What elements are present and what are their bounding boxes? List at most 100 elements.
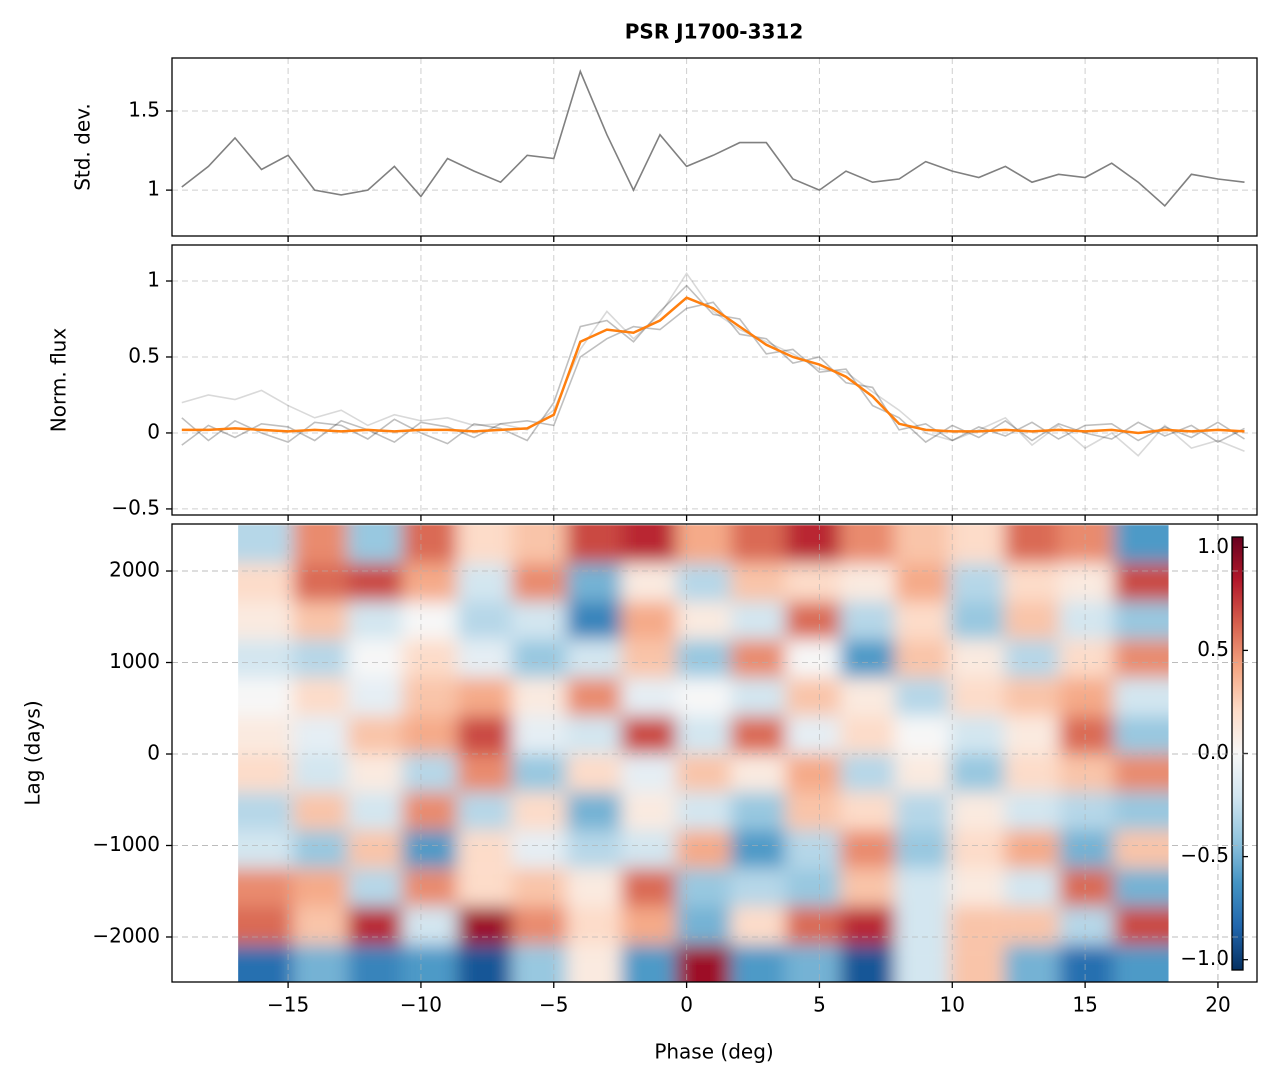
heatmap-cell	[621, 868, 676, 907]
heatmap-cell	[566, 601, 622, 640]
heatmap-cell	[949, 906, 1005, 945]
axes-frame	[171, 244, 1258, 516]
heatmap-cell	[1059, 830, 1114, 869]
heatmap-cell	[894, 601, 950, 640]
heatmap-cell	[238, 753, 293, 793]
heatmap-cell	[238, 639, 293, 678]
heatmap-cell	[730, 944, 786, 982]
heatmap-cell	[402, 525, 458, 564]
heatmap-cell	[566, 792, 622, 831]
heatmap-cell	[840, 525, 895, 564]
heatmap-cell	[675, 792, 731, 831]
heatmap-cell	[292, 715, 348, 755]
x-tick-label: 0	[680, 993, 693, 1017]
heatmap-cell	[675, 830, 731, 869]
heatmap-cell	[894, 525, 950, 564]
heatmap-cell	[566, 906, 622, 945]
heatmap-cell	[238, 677, 293, 716]
heatmap-cell	[1113, 563, 1169, 602]
heatmap-cell	[457, 677, 512, 716]
heatmap-cell	[238, 792, 293, 831]
heatmap-cell	[675, 601, 731, 640]
heatmap-cell	[347, 601, 403, 640]
heatmap-cell	[1059, 868, 1114, 907]
heatmap-cell	[785, 677, 841, 716]
heatmap-cell	[1113, 792, 1169, 831]
heatmap-cell	[785, 525, 841, 564]
heatmap-cell	[238, 601, 293, 640]
heatmap-cell	[785, 563, 841, 602]
heatmap-cell	[238, 868, 293, 907]
heatmap-cell	[785, 868, 841, 907]
heatmap-cell	[621, 715, 676, 755]
heatmap-cell	[347, 830, 403, 869]
heatmap-cell	[894, 830, 950, 869]
heatmap-cell	[949, 792, 1005, 831]
heatmap-cell	[402, 792, 458, 831]
heatmap-cell	[1004, 601, 1060, 640]
heatmap-cell	[785, 906, 841, 945]
heatmap-cell	[675, 525, 731, 564]
heatmap-cell	[402, 944, 458, 982]
heatmap-cell	[347, 715, 403, 755]
axes-frame	[171, 523, 1258, 983]
heatmap-cell	[1004, 830, 1060, 869]
heatmap-cell	[511, 563, 567, 602]
heatmap-cell	[511, 715, 567, 755]
colorbar-tick-label: 1.0	[1197, 534, 1229, 558]
heatmap-cell	[402, 906, 458, 945]
heatmap-cell	[730, 639, 786, 678]
heatmap-cell	[566, 525, 622, 564]
heatmap-cell	[730, 563, 786, 602]
series-line	[181, 69, 1245, 208]
heatmap-cell	[675, 639, 731, 678]
heatmap-cell	[511, 677, 567, 716]
heatmap-cell	[894, 944, 950, 982]
y-tick-label: −2000	[92, 923, 160, 947]
heatmap-cell	[785, 792, 841, 831]
heatmap-cell	[1113, 601, 1169, 640]
heatmap-cell	[402, 677, 458, 716]
heatmap-cell	[238, 830, 293, 869]
heatmap-cell	[292, 753, 348, 793]
y-tick-label: −0.5	[111, 495, 160, 519]
heatmap-cell	[785, 601, 841, 640]
heatmap-cell	[730, 792, 786, 831]
x-tick-label: 5	[813, 993, 826, 1017]
heatmap	[238, 525, 1169, 982]
heatmap-cell	[457, 563, 512, 602]
heatmap-cell	[730, 830, 786, 869]
heatmap-cell	[894, 868, 950, 907]
heatmap-cell	[840, 944, 895, 982]
y-tick-label: 1.5	[128, 98, 160, 122]
y-tick-label: 2000	[109, 558, 160, 582]
heatmap-cell	[1004, 868, 1060, 907]
heatmap-cell	[949, 753, 1005, 793]
heatmap-cell	[347, 868, 403, 907]
heatmap-cell	[730, 868, 786, 907]
heatmap-cell	[566, 868, 622, 907]
heatmap-cell	[457, 601, 512, 640]
heatmap-cell	[840, 677, 895, 716]
heatmap-cell	[347, 753, 403, 793]
heatmap-cell	[1004, 792, 1060, 831]
y-tick-label: −1000	[92, 832, 160, 856]
heatmap-blur	[238, 525, 1169, 982]
heatmap-cell	[949, 830, 1005, 869]
y-tick-label: 0	[147, 741, 160, 765]
x-tick-label: −5	[539, 993, 568, 1017]
heatmap-cell	[238, 944, 293, 982]
heatmap-cell	[675, 715, 731, 755]
heatmap-cell	[840, 792, 895, 831]
heatmap-cell	[1059, 601, 1114, 640]
heatmap-cell	[457, 753, 512, 793]
heatmap-cell	[894, 677, 950, 716]
heatmap-cell	[840, 715, 895, 755]
heatmap-cell	[1004, 944, 1060, 982]
heatmap-cell	[511, 944, 567, 982]
heatmap-cell	[347, 677, 403, 716]
heatmap-cell	[621, 753, 676, 793]
heatmap-cell	[840, 868, 895, 907]
heatmap-cell	[1059, 639, 1114, 678]
heatmap-cell	[566, 753, 622, 793]
